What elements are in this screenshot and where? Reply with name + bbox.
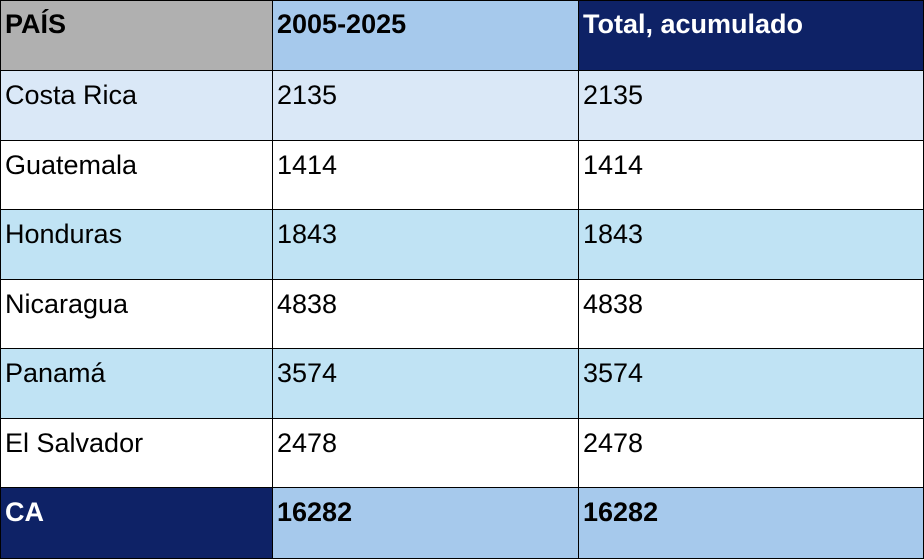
cumulative-value-cell: 4838 <box>578 278 924 350</box>
table-row: Guatemala 1414 1414 <box>0 139 924 211</box>
table-header-row: PAÍS 2005-2025 Total, acumulado <box>0 0 924 71</box>
country-cell: Costa Rica <box>0 70 273 141</box>
header-period: 2005-2025 <box>272 0 579 71</box>
period-value-cell: 1414 <box>272 139 579 211</box>
header-country: PAÍS <box>0 0 273 71</box>
table-row: Honduras 1843 1843 <box>0 209 924 280</box>
period-value-cell: 2478 <box>272 417 579 489</box>
total-cumulative-cell: 16282 <box>578 487 924 559</box>
cumulative-value-cell: 2478 <box>578 417 924 489</box>
period-value-cell: 3574 <box>272 348 579 419</box>
total-period-cell: 16282 <box>272 487 579 559</box>
cumulative-value-cell: 2135 <box>578 70 924 141</box>
table-row: El Salvador 2478 2478 <box>0 417 924 489</box>
header-cumulative-total: Total, acumulado <box>578 0 924 71</box>
table-row: Panamá 3574 3574 <box>0 348 924 419</box>
country-cell: Nicaragua <box>0 278 273 350</box>
cumulative-value-cell: 3574 <box>578 348 924 419</box>
period-value-cell: 2135 <box>272 70 579 141</box>
period-value-cell: 4838 <box>272 278 579 350</box>
country-cell: El Salvador <box>0 417 273 489</box>
country-cell: Guatemala <box>0 139 273 211</box>
total-row: CA 16282 16282 <box>0 487 924 559</box>
cumulative-value-cell: 1414 <box>578 139 924 211</box>
period-value-cell: 1843 <box>272 209 579 280</box>
country-cell: Panamá <box>0 348 273 419</box>
total-label-cell: CA <box>0 487 273 559</box>
cumulative-value-cell: 1843 <box>578 209 924 280</box>
table-row: Nicaragua 4838 4838 <box>0 278 924 350</box>
table-row: Costa Rica 2135 2135 <box>0 70 924 141</box>
country-cell: Honduras <box>0 209 273 280</box>
